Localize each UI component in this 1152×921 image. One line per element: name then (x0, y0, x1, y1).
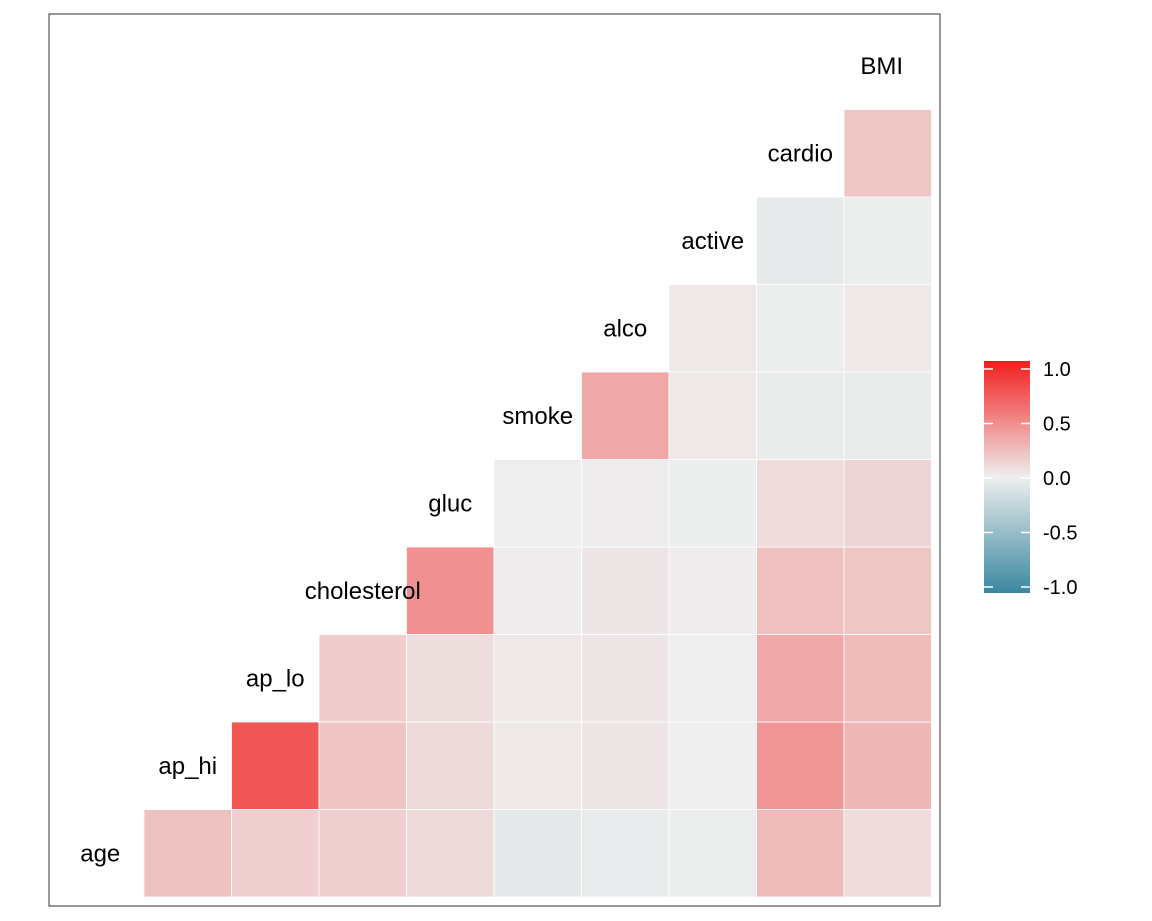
heatmap-cell-age-cardio (756, 809, 845, 898)
variable-label-active: active (681, 228, 744, 255)
legend-tick-label: 0.0 (1043, 468, 1071, 490)
heatmap-cell-cholesterol-alco (581, 546, 670, 635)
variable-label-cardio: cardio (768, 140, 833, 167)
heatmap-cell-ap_hi-gluc (406, 721, 495, 810)
variable-label-alco: alco (603, 315, 647, 342)
heatmap-cell-ap_lo-active (668, 634, 757, 723)
color-legend: 1.0 0.5 0.0 -0.5 -1.0 (984, 359, 1077, 599)
heatmap-cell-ap_lo-cardio (756, 634, 845, 723)
heatmap-cell-cholesterol-smoke (493, 546, 582, 635)
heatmap-cell-ap_hi-ap_lo (231, 721, 320, 810)
heatmap-cell-age-active (668, 809, 757, 898)
heatmap-cell-ap_hi-smoke (493, 721, 582, 810)
variable-label-smoke: smoke (502, 403, 573, 430)
variable-label-cholesterol: cholesterol (305, 578, 421, 605)
heatmap-cell-active-cardio (756, 196, 845, 285)
heatmap-cells (143, 109, 932, 898)
legend-ticks: 1.0 0.5 0.0 -0.5 -1.0 (984, 359, 1077, 599)
heatmap-cell-smoke-BMI (843, 371, 932, 460)
heatmap-cell-age-cholesterol (318, 809, 407, 898)
heatmap-cell-ap_hi-cardio (756, 721, 845, 810)
heatmap-cell-gluc-smoke (493, 459, 582, 548)
heatmap-cell-smoke-alco (581, 371, 670, 460)
heatmap-cell-alco-cardio (756, 284, 845, 373)
heatmap-cell-age-smoke (493, 809, 582, 898)
heatmap-cell-cardio-BMI (843, 109, 932, 198)
heatmap-cell-ap_hi-BMI (843, 721, 932, 810)
variable-labels: age ap_hi ap_lo cholesterol gluc smoke alco act… (80, 53, 903, 868)
heatmap-cell-cholesterol-BMI (843, 546, 932, 635)
heatmap-cell-age-alco (581, 809, 670, 898)
heatmap-cell-ap_lo-smoke (493, 634, 582, 723)
heatmap-cell-ap_lo-gluc (406, 634, 495, 723)
heatmap-cell-ap_hi-active (668, 721, 757, 810)
variable-label-age: age (80, 840, 120, 867)
heatmap-cell-gluc-cardio (756, 459, 845, 548)
heatmap-cell-gluc-active (668, 459, 757, 548)
variable-label-ap_hi: ap_hi (158, 753, 217, 780)
legend-tick-label: 1.0 (1043, 359, 1071, 381)
heatmap-cell-cholesterol-active (668, 546, 757, 635)
heatmap-cell-alco-active (668, 284, 757, 373)
heatmap-cell-ap_lo-alco (581, 634, 670, 723)
legend-tick-label: -0.5 (1043, 523, 1077, 545)
heatmap-cell-age-BMI (843, 809, 932, 898)
heatmap-cell-age-gluc (406, 809, 495, 898)
variable-label-BMI: BMI (860, 53, 903, 80)
heatmap-cell-ap_hi-alco (581, 721, 670, 810)
heatmap-cell-smoke-cardio (756, 371, 845, 460)
heatmap-cell-active-BMI (843, 196, 932, 285)
legend-tick-label: 0.5 (1043, 414, 1071, 436)
heatmap-cell-cholesterol-cardio (756, 546, 845, 635)
legend-tick-label: -1.0 (1043, 577, 1077, 599)
heatmap-cell-age-ap_hi (143, 809, 232, 898)
heatmap-cell-gluc-alco (581, 459, 670, 548)
heatmap-cell-gluc-BMI (843, 459, 932, 548)
heatmap-cell-alco-BMI (843, 284, 932, 373)
heatmap-cell-ap_hi-cholesterol (318, 721, 407, 810)
heatmap-cell-ap_lo-BMI (843, 634, 932, 723)
legend-colorbar (984, 361, 1030, 593)
heatmap-cell-ap_lo-cholesterol (318, 634, 407, 723)
variable-label-ap_lo: ap_lo (246, 665, 305, 692)
heatmap-cell-age-ap_lo (231, 809, 320, 898)
heatmap-cell-smoke-active (668, 371, 757, 460)
variable-label-gluc: gluc (428, 490, 472, 517)
